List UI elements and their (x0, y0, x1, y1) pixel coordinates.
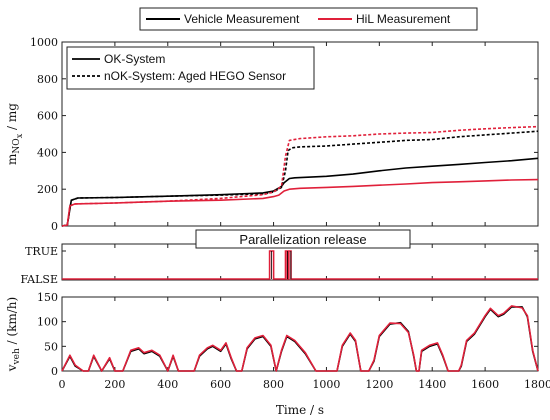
top-legend-entry: HiL Measurement (318, 12, 451, 26)
nox-legend-label: OK-System (104, 52, 165, 66)
parallelization-title-box: Parallelization release (195, 229, 411, 249)
x-tick-label: 1400 (418, 378, 446, 391)
x-tick-label: 1600 (471, 378, 499, 391)
x-tick-label: 600 (210, 378, 231, 391)
parallelization-panel-frame (61, 243, 539, 281)
speed-y-axis-label: vveh / (km/h) (5, 297, 22, 372)
x-tick-label: 0 (59, 378, 66, 391)
y-tick-label: 200 (37, 183, 58, 196)
nox-series-hil-nok (61, 125, 539, 227)
parallelization-signal (62, 250, 538, 280)
y-tick-label: 800 (37, 73, 58, 86)
top-legend: Vehicle Measurement HiL Measurement (139, 7, 478, 31)
y-tick-label: TRUE (25, 245, 58, 258)
nox-legend-entry: OK-System (72, 52, 165, 66)
top-legend-label: HiL Measurement (356, 12, 451, 26)
nox-series-hil-ok (61, 178, 539, 227)
top-legend-entry: Vehicle Measurement (146, 12, 300, 26)
nox-series-vehicle-nok (61, 130, 539, 227)
speed-series-hil (61, 305, 539, 372)
x-tick-label: 800 (263, 378, 284, 391)
y-tick-label: 400 (37, 146, 58, 159)
parallelization-title: Parallelization release (239, 232, 366, 247)
y-tick-label: FALSE (21, 273, 59, 286)
nox-legend-label: nOK-System: Aged HEGO Sensor (104, 69, 286, 83)
speed-panel-frame (61, 296, 539, 372)
y-tick-label: 100 (37, 316, 58, 329)
y-tick-label: 50 (44, 340, 58, 353)
x-axis-label: Time / s (276, 403, 324, 417)
x-tick-label: 200 (104, 378, 125, 391)
nox-y-axis-label: mNOx / mg (5, 103, 24, 165)
y-tick-label: 0 (51, 365, 58, 378)
y-tick-label: 1000 (30, 36, 58, 49)
nox-series-vehicle-ok (61, 157, 539, 227)
nox-panel-frame (61, 41, 539, 227)
nox-legend: OK-System nOK-System: Aged HEGO Sensor (66, 46, 315, 90)
x-tick-label: 400 (157, 378, 178, 391)
x-tick-label: 1800 (524, 378, 550, 391)
y-tick-label: 150 (37, 291, 58, 304)
x-tick-label: 1200 (365, 378, 393, 391)
y-tick-label: 600 (37, 110, 58, 123)
nox-legend-entry: nOK-System: Aged HEGO Sensor (72, 69, 286, 83)
top-legend-label: Vehicle Measurement (184, 12, 300, 26)
x-tick-label: 1000 (312, 378, 340, 391)
speed-series-vehicle (61, 306, 539, 372)
y-tick-label: 0 (51, 220, 58, 233)
